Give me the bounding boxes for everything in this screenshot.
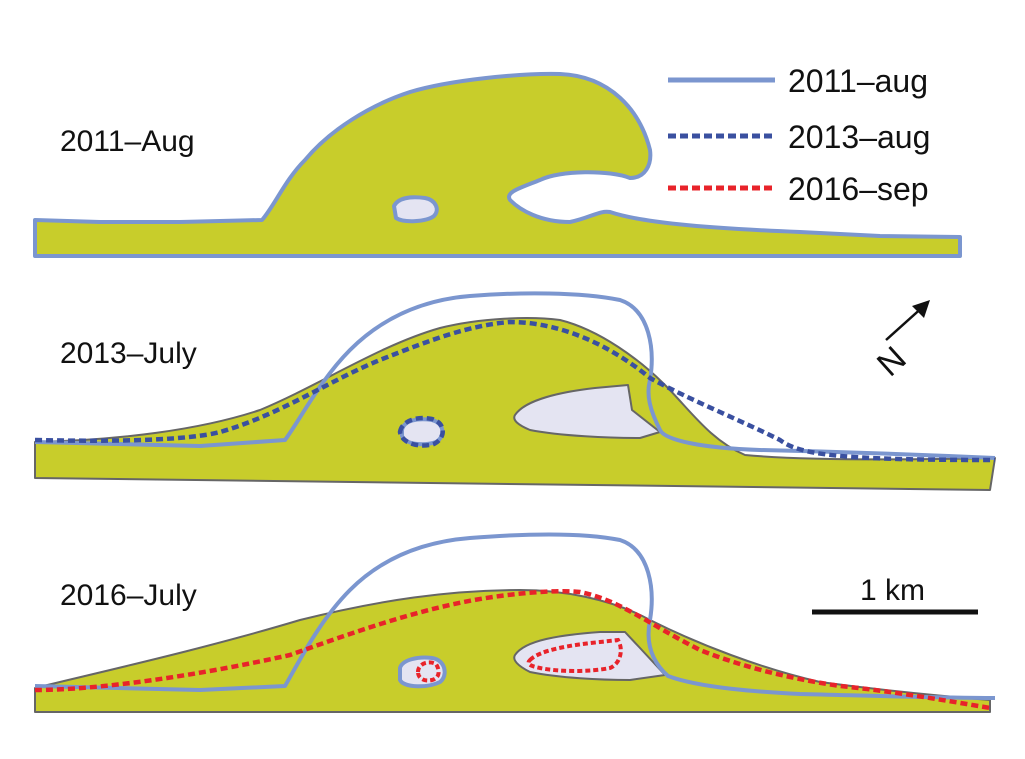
panel-2016-outline-2016 [34, 588, 991, 711]
panel-2016-lake-right [513, 631, 666, 681]
scale-bar-label: 1 km [860, 574, 925, 607]
panel-2011-label: 2011–Aug [60, 125, 195, 158]
panel-2016-outline-2011 [34, 532, 996, 700]
panel-2016-lake-left-2016 [415, 660, 441, 683]
legend-item-2016: 2016–sep [668, 171, 929, 207]
panel-2016: 2016–July [34, 532, 996, 713]
panel-2013-land [34, 317, 996, 491]
panel-2011-lake [392, 195, 439, 224]
north-arrow: N [870, 300, 930, 384]
legend-label-2011: 2011–aug [788, 63, 928, 99]
panel-2013-label: 2013–July [60, 337, 197, 370]
panel-2013-lake-left-2013 [397, 415, 445, 448]
legend-label-2013: 2013–aug [788, 119, 930, 155]
north-arrow-letter: N [870, 339, 914, 384]
panel-2011: 2011–Aug [33, 71, 962, 258]
panel-2013: 2013–July [34, 291, 996, 491]
legend-item-2013: 2013–aug [668, 119, 930, 155]
panel-2011-land [33, 71, 962, 258]
legend: 2011–aug 2013–aug 2016–sep [668, 63, 930, 207]
panel-2013-lake-right [513, 384, 661, 439]
panel-2016-lake-right-2016 [526, 637, 623, 673]
north-arrow-head-icon [912, 300, 930, 318]
scale-bar: 1 km [812, 574, 978, 615]
panel-2013-outline-2013 [34, 319, 996, 463]
panel-2016-label: 2016–July [60, 579, 197, 612]
panel-2013-outline-2011 [34, 291, 996, 460]
legend-item-2011: 2011–aug [668, 63, 928, 99]
panel-2016-lake-left [398, 655, 447, 689]
legend-label-2016: 2016–sep [788, 171, 929, 207]
